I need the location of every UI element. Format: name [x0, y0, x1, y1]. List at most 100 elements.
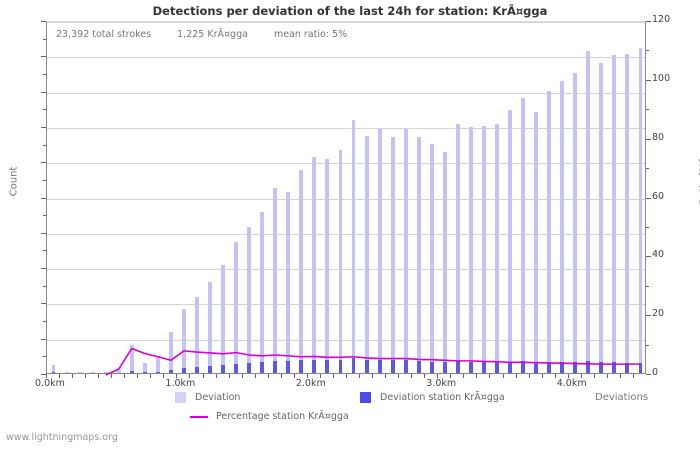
bar-deviation-station — [142, 372, 147, 373]
bar-deviation-station — [286, 361, 291, 373]
percentage-line — [105, 347, 641, 376]
x-axis-tick — [619, 374, 621, 378]
bar-deviation — [638, 48, 643, 373]
x-axis-tick — [215, 374, 217, 378]
y-axis-left-tick — [41, 91, 46, 93]
gridline — [47, 127, 645, 129]
x-axis-tick — [463, 374, 465, 378]
chart-title: Detections per deviation of the last 24h… — [152, 4, 548, 18]
bar-deviation — [299, 170, 304, 373]
x-axis-tick — [85, 374, 87, 378]
bar-deviation — [168, 332, 173, 373]
bar-deviation-station — [312, 359, 317, 373]
x-axis-tick — [632, 374, 634, 378]
y-axis-right-minor-tick — [646, 226, 649, 228]
bar-deviation — [116, 370, 121, 373]
bar-deviation — [442, 152, 447, 373]
gridline — [47, 22, 645, 23]
station-strokes-label: 1,225 KrÃ¤gga — [177, 29, 248, 40]
bar-deviation — [495, 124, 499, 373]
bar-deviation — [468, 126, 473, 373]
x-axis-tick — [554, 374, 556, 378]
mean-ratio-label: mean ratio: 5% — [273, 29, 348, 40]
y-axis-left-minor-tick — [43, 356, 46, 358]
x-axis-tick — [189, 374, 191, 378]
x-axis-tick — [515, 374, 517, 378]
bar-deviation-station — [260, 362, 265, 373]
y-axis-right-tick — [646, 21, 651, 22]
bar-deviation — [90, 371, 95, 373]
total-strokes-label: 23,392 total strokes — [56, 29, 152, 40]
bar-deviation — [455, 124, 460, 373]
gridline — [47, 304, 645, 306]
y-axis-right-tick-label: 80 — [652, 131, 665, 143]
x-axis-tick — [567, 374, 569, 378]
bar-deviation — [390, 137, 395, 373]
bar-deviation — [416, 137, 421, 373]
x-axis-tick — [72, 374, 74, 378]
bar-deviation-station — [416, 361, 421, 373]
bar-deviation-station — [586, 361, 591, 373]
bar-deviation-station — [364, 359, 369, 373]
bar-deviation-station — [468, 361, 473, 373]
x-axis-tick — [150, 374, 152, 378]
bar-deviation — [182, 309, 186, 373]
legend-item-deviation-station: Deviation station KrÃ¤gga — [360, 392, 505, 403]
y-axis-right-minor-tick — [646, 109, 649, 111]
x-axis-tick — [46, 374, 47, 378]
bar-deviation — [521, 97, 526, 373]
bar-deviation-station — [299, 360, 304, 373]
y-axis-right-minor-tick — [646, 168, 649, 170]
bar-deviation — [482, 125, 486, 373]
y-axis-right-tick-label: 0 — [652, 367, 659, 378]
x-axis-tick — [163, 374, 165, 378]
bar-deviation-station — [221, 365, 226, 373]
bar-deviation-station — [429, 361, 434, 373]
y-axis-left-minor-tick — [43, 38, 46, 40]
x-axis-tick — [319, 374, 321, 378]
percentage-line-series — [105, 347, 641, 376]
x-axis-tick — [137, 374, 139, 378]
bar-deviation — [51, 365, 56, 373]
y-axis-left-tick — [41, 162, 46, 164]
bar-deviation — [625, 53, 630, 373]
y-axis-left-tick — [41, 268, 46, 270]
bar-deviation — [612, 55, 617, 373]
bar-deviation-station — [377, 359, 382, 373]
bar-deviation-station — [208, 366, 212, 373]
x-axis-tick — [489, 374, 491, 378]
plot-area — [46, 21, 646, 376]
x-axis-tick — [528, 374, 530, 378]
y-axis-left-tick — [41, 21, 46, 22]
x-axis-tick — [98, 374, 100, 378]
bar-deviation — [364, 135, 369, 373]
bar-deviation — [208, 281, 212, 373]
bar-deviation — [351, 119, 356, 373]
bar-deviation — [247, 226, 252, 373]
bar-deviation — [534, 111, 539, 373]
bar-deviation-station — [51, 372, 56, 373]
y-axis-right-tick — [646, 79, 651, 81]
legend-item-percentage-station: Percentage station KrÃ¤gga — [190, 411, 349, 422]
y-axis-left-minor-tick — [43, 250, 46, 252]
x-axis-tick — [332, 374, 334, 378]
bar-deviation — [599, 63, 604, 373]
x-axis-tick — [202, 374, 204, 378]
bar-deviation-station — [247, 363, 252, 373]
gridline — [47, 57, 645, 59]
footer-site-label: www.lightningmaps.org — [6, 432, 118, 443]
bar-deviation — [560, 80, 565, 373]
bar-deviation — [273, 187, 278, 373]
x-axis-tick-label: 4.0km — [556, 378, 587, 389]
legend-swatch-deviation-icon — [175, 392, 186, 403]
y-axis-left-minor-tick — [43, 144, 46, 146]
y-axis-left-minor-tick — [43, 179, 46, 181]
gridline — [47, 233, 645, 235]
legend-swatch-percentage-line-icon — [190, 415, 208, 418]
bar-deviation — [586, 51, 591, 373]
bar-deviation-station — [442, 362, 447, 373]
bar-deviation-station — [338, 359, 343, 373]
x-axis-tick — [306, 374, 308, 378]
y-axis-right-minor-tick — [646, 285, 649, 287]
